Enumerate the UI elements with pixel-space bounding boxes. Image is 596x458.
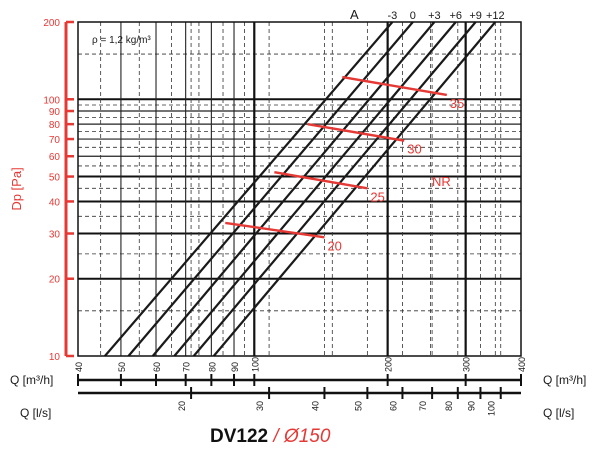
x-tick-label-m3h: 40 bbox=[74, 362, 84, 372]
y-tick-label: 30 bbox=[49, 230, 61, 241]
x-tick-label-m3h: 200 bbox=[384, 357, 394, 372]
nr-curve-25 bbox=[274, 171, 368, 190]
series-label-0: 0 bbox=[410, 10, 416, 22]
x-tick-label-m3h: 100 bbox=[250, 357, 260, 372]
series-line-+3 bbox=[151, 21, 436, 357]
plot-frame bbox=[77, 21, 522, 357]
series-line-+6 bbox=[173, 21, 457, 357]
x-tick-label-ls: 60 bbox=[388, 401, 398, 411]
x-tick-label-m3h: 90 bbox=[230, 362, 240, 372]
y-tick-label: 20 bbox=[49, 275, 61, 286]
y-tick-label: 60 bbox=[49, 152, 61, 163]
y-tick-label: 100 bbox=[43, 95, 60, 106]
labels: -3 0 +3 +6 +9 +12 A 20 25 30 35 NR ρ = 1,2 kg/m³ 10 20… bbox=[9, 7, 586, 420]
x-tick-label-ls: 40 bbox=[310, 401, 320, 411]
series-line-+9 bbox=[192, 21, 477, 357]
nr-title: NR bbox=[432, 174, 451, 189]
product-title: DV122 / Ø150 bbox=[210, 426, 330, 448]
nr-curve-30 bbox=[307, 122, 405, 142]
y-tick-label: 200 bbox=[43, 18, 60, 29]
x-tick-label-ls: 50 bbox=[353, 401, 363, 411]
series-label--3: -3 bbox=[388, 10, 398, 22]
nr-curves bbox=[225, 75, 448, 239]
x-tick-label-m3h: 300 bbox=[462, 357, 472, 372]
density-label: ρ = 1,2 kg/m³ bbox=[92, 35, 151, 46]
y-tick-label: 10 bbox=[49, 352, 61, 363]
series-line--3 bbox=[104, 21, 394, 357]
x-tick-label-m3h: 400 bbox=[517, 357, 527, 372]
axes bbox=[64, 20, 522, 399]
x-tick-label-ls: 70 bbox=[418, 401, 428, 411]
nr-curve-20 bbox=[225, 221, 325, 239]
model-name: DV122 bbox=[210, 426, 269, 447]
diameter-label: / Ø150 bbox=[273, 426, 331, 447]
nr-label-30: 30 bbox=[407, 142, 421, 157]
series-label-+3: +3 bbox=[428, 10, 441, 22]
y-tick-label: 70 bbox=[49, 135, 61, 146]
x-tick-label-ls: 30 bbox=[255, 401, 265, 411]
y-axis-label: Dp [Pa] bbox=[9, 167, 24, 210]
x-tick-label-m3h: 80 bbox=[207, 362, 217, 372]
x-tick-label-m3h: 60 bbox=[152, 362, 162, 372]
x-tick-label-m3h: 70 bbox=[182, 362, 192, 372]
series-line-+12 bbox=[212, 21, 497, 357]
series-label-+12: +12 bbox=[486, 10, 505, 22]
x-tick-label-m3h: 50 bbox=[117, 362, 127, 372]
grid bbox=[78, 22, 521, 356]
y-tick-label: 80 bbox=[49, 120, 61, 131]
y-tick-label: 50 bbox=[49, 173, 61, 184]
y-tick-label: 40 bbox=[49, 197, 61, 208]
x-axis-label-ls-right: Q [l/s] bbox=[543, 406, 574, 420]
nr-label-20: 20 bbox=[327, 238, 341, 253]
x-tick-label-ls: 20 bbox=[177, 401, 187, 411]
series-label-+6: +6 bbox=[450, 10, 463, 22]
x-axis-label-m3h: Q [m³/h] bbox=[10, 373, 53, 387]
x-tick-label-ls: 80 bbox=[444, 401, 454, 411]
series-label-+9: +9 bbox=[469, 10, 482, 22]
nr-label-25: 25 bbox=[370, 189, 384, 204]
x-tick-label-ls: 100 bbox=[487, 401, 497, 416]
series-line-0 bbox=[127, 21, 414, 357]
nr-curve-35 bbox=[342, 75, 448, 97]
x-tick-label-ls: 90 bbox=[466, 401, 476, 411]
x-axis-label-m3h-right: Q [m³/h] bbox=[543, 373, 586, 387]
x-axis-label-ls: Q [l/s] bbox=[20, 406, 51, 420]
nr-label-35: 35 bbox=[450, 96, 464, 111]
series-lines bbox=[104, 21, 497, 357]
setting-axis-label: A bbox=[350, 7, 359, 22]
y-tick-label: 90 bbox=[49, 107, 61, 118]
